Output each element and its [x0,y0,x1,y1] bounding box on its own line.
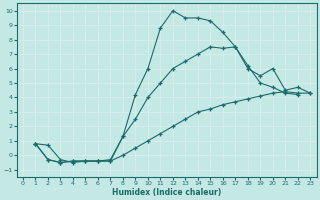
X-axis label: Humidex (Indice chaleur): Humidex (Indice chaleur) [112,188,221,197]
